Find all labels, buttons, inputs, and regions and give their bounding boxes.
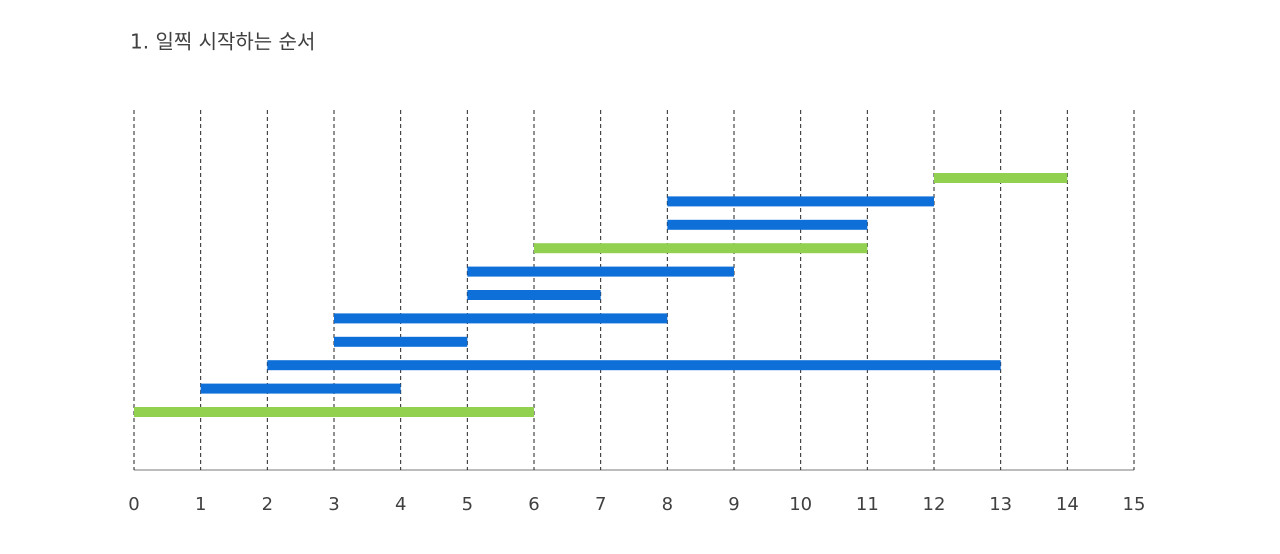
interval-bar: [934, 173, 1068, 183]
interval-bar: [334, 313, 668, 324]
interval-bar: [667, 196, 934, 207]
x-tick-label: 1: [195, 494, 206, 515]
interval-bar: [534, 243, 868, 254]
x-tick-label: 8: [662, 494, 673, 515]
interval-bar: [134, 407, 534, 417]
chart-title: 1. 일찍 시작하는 순서: [130, 30, 315, 54]
interval-bar: [200, 383, 401, 394]
x-tick-label: 0: [128, 494, 139, 515]
x-tick-label: 5: [462, 494, 473, 515]
x-tick-label: 12: [923, 494, 946, 515]
x-tick-label: 10: [789, 494, 812, 515]
x-tick-label: 11: [856, 494, 879, 515]
interval-bar: [467, 266, 734, 277]
x-tick-label: 4: [395, 494, 406, 515]
x-tick-label: 15: [1123, 494, 1146, 515]
x-tick-label: 3: [328, 494, 339, 515]
x-tick-label: 13: [989, 494, 1012, 515]
x-tick-label: 14: [1056, 494, 1079, 515]
x-tick-label: 6: [528, 494, 539, 515]
interval-bar: [467, 290, 601, 300]
interval-bar: [334, 336, 468, 347]
x-tick-label: 7: [595, 494, 606, 515]
interval-bar: [667, 219, 868, 230]
x-tick-label: 2: [262, 494, 273, 515]
x-tick-label: 9: [728, 494, 739, 515]
interval-bar: [267, 360, 1001, 371]
